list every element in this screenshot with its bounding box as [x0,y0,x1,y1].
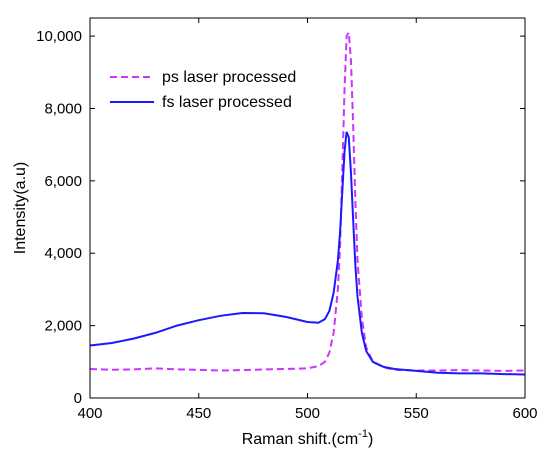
x-axis-label-text: Raman shift.(cm [242,431,358,448]
x-axis-label: Raman shift.(cm-1) [242,428,374,448]
x-tick-label: 500 [295,405,320,422]
x-axis-label-superscript: -1 [358,428,368,440]
y-axis-ticks: 0 2,000 4,000 6,000 8,000 10,000 [36,28,525,407]
x-tick-label: 400 [77,405,102,422]
x-tick-label: 450 [186,405,211,422]
plot-lines [89,29,526,376]
legend: ps laser processed fs laser processed [110,69,296,111]
legend-label-fs-laser: fs laser processed [162,94,292,111]
y-tick-label: 6,000 [44,173,82,190]
x-axis-ticks: 400 450 500 550 600 [77,18,538,422]
y-tick-label: 0 [74,390,82,407]
y-tick-label: 8,000 [44,100,82,117]
y-tick-label: 4,000 [44,245,82,262]
x-tick-label: 600 [512,405,537,422]
legend-label-ps-laser: ps laser processed [162,69,296,86]
series-line-fs-laser [89,131,526,376]
x-axis-label-suffix: ) [368,431,373,448]
x-tick-label: 550 [404,405,429,422]
y-tick-label: 10,000 [36,28,82,45]
y-tick-label: 2,000 [44,318,82,335]
y-axis-label: Intensity(a.u) [12,162,29,254]
